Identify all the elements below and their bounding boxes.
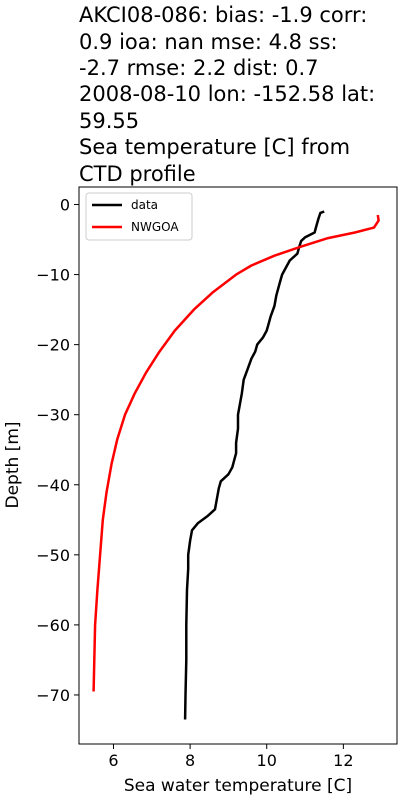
plot-frame bbox=[78, 186, 398, 745]
y-tick-label: −70 bbox=[36, 686, 70, 705]
title-line-4: 2008-08-10 lon: -152.58 lat: bbox=[79, 82, 375, 106]
y-axis-label: Depth [m] bbox=[3, 421, 23, 508]
plot-lines bbox=[92, 210, 380, 720]
x-tick-label: 12 bbox=[333, 751, 353, 770]
x-tick-label: 8 bbox=[185, 751, 195, 770]
title-line-6: Sea temperature [C] from bbox=[79, 135, 350, 159]
title-line-5: 59.55 bbox=[79, 109, 139, 133]
title-line-2: 0.9 ioa: nan mse: 4.8 ss: bbox=[79, 30, 338, 54]
series-line-nwgoa bbox=[92, 214, 380, 692]
series-line-data bbox=[183, 210, 325, 720]
x-tick-label: 10 bbox=[257, 751, 277, 770]
x-axis-ticks: 6 8 10 12 bbox=[108, 744, 354, 770]
y-tick-label: −50 bbox=[36, 546, 70, 565]
title-line-3: -2.7 rmse: 2.2 dist: 0.7 bbox=[79, 56, 319, 80]
y-tick-label: 0 bbox=[60, 196, 70, 215]
x-tick-label: 6 bbox=[108, 751, 118, 770]
chart-title: AKCI08-086: bias: -1.9 corr: 0.9 ioa: na… bbox=[79, 3, 375, 186]
legend: data NWGOA bbox=[85, 192, 193, 241]
legend-label-nwgoa: NWGOA bbox=[131, 220, 179, 234]
y-tick-label: −60 bbox=[36, 616, 70, 635]
y-axis-ticks: 0 −10 −20 −30 −40 −50 −60 −70 bbox=[36, 196, 79, 705]
y-tick-label: −20 bbox=[36, 336, 70, 355]
title-line-7: CTD profile bbox=[79, 162, 196, 186]
legend-label-data: data bbox=[131, 198, 158, 212]
y-tick-label: −40 bbox=[36, 476, 70, 495]
x-axis-label: Sea water temperature [C] bbox=[124, 776, 352, 796]
title-line-1: AKCI08-086: bias: -1.9 corr: bbox=[79, 3, 367, 27]
y-tick-label: −10 bbox=[36, 266, 70, 285]
y-tick-label: −30 bbox=[36, 406, 70, 425]
